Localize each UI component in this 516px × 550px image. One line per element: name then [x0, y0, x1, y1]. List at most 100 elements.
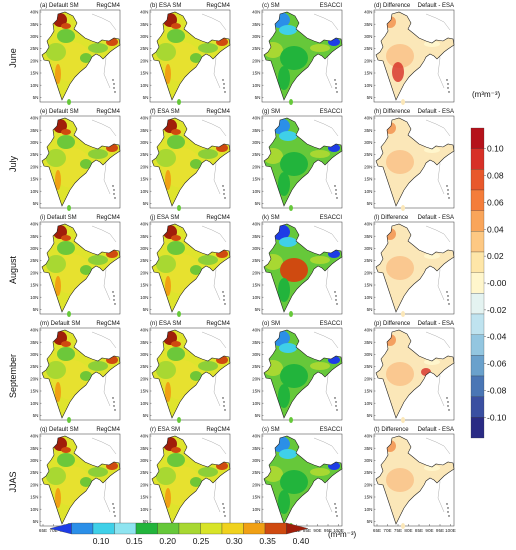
- lat-tick-label: 30N: [30, 352, 38, 357]
- diff-colorbar-label: -0.10: [487, 412, 507, 422]
- diff-colorbar-label: 0.04: [487, 224, 504, 234]
- lat-tick-label: 40N: [140, 10, 148, 15]
- lat-tick-label: 30N: [252, 140, 260, 145]
- lat-tick-label: 25N: [252, 152, 260, 157]
- diff-colorbar-swatch: [470, 396, 485, 418]
- panel-title: (k) SM: [262, 215, 280, 221]
- panel-title: (d) Difference: [374, 3, 411, 9]
- lon-tick-label: 65E: [39, 528, 47, 533]
- lat-tick-label: 5N: [33, 201, 39, 206]
- sm-colorbar-swatch: [135, 522, 158, 535]
- lat-tick-label: 15N: [30, 283, 38, 288]
- lat-tick-label: 30N: [364, 140, 372, 145]
- sm-colorbar: 0.10 0.15 0.20 0.25 0.30 0.35 0.40 (m³m⁻³): [49, 522, 357, 546]
- diff-colorbar-label: -0.00: [487, 278, 507, 288]
- panel-title: (q) Default SM: [40, 427, 79, 433]
- diff-colorbar-unit: (m³m⁻³): [472, 90, 501, 99]
- lat-tick-label: 5N: [33, 95, 39, 100]
- lat-tick-label: 35N: [364, 128, 372, 133]
- lat-tick-label: 30N: [30, 140, 38, 145]
- diff-colorbar-label: -0.02: [487, 305, 507, 315]
- panel-source: ESACCI: [320, 321, 343, 327]
- lat-tick-label: 35N: [364, 340, 372, 345]
- lat-tick-label: 35N: [252, 340, 260, 345]
- lat-tick-label: 30N: [364, 34, 372, 39]
- lat-tick-label: 25N: [30, 46, 38, 51]
- lat-tick-label: 5N: [143, 201, 149, 206]
- sm-colorbar-swatch: [157, 522, 180, 535]
- lat-tick-label: 15N: [140, 283, 148, 288]
- lat-tick-label: 10N: [30, 295, 38, 300]
- panel-source: RegCM4: [96, 215, 120, 221]
- map-panel: (d) Difference Default - ESA 40N 35N 30N 25N 2…: [364, 3, 455, 105]
- diff-colorbar-swatch: [470, 189, 485, 211]
- lat-tick-label: 5N: [367, 519, 373, 524]
- lat-tick-label: 5N: [143, 413, 149, 418]
- lat-tick-label: 10N: [364, 295, 372, 300]
- lat-tick-label: 40N: [364, 116, 372, 121]
- map-panel: (b) ESA SM RegCM4 40N 35N 30N 25N 20N 15N 10N 5N: [140, 3, 231, 105]
- sm-colorbar-label: 0.10: [93, 536, 110, 546]
- lat-tick-label: 35N: [252, 128, 260, 133]
- diff-colorbar-swatch: [470, 169, 485, 191]
- lat-tick-label: 40N: [252, 222, 260, 227]
- lat-tick-label: 15N: [30, 495, 38, 500]
- panel-title: (n) ESA SM: [150, 321, 181, 327]
- lat-tick-label: 40N: [30, 328, 38, 333]
- lat-tick-label: 20N: [140, 164, 148, 169]
- panel-title: (s) SM: [262, 427, 280, 433]
- panel-title: (g) SM: [262, 109, 280, 115]
- panel-source: RegCM4: [206, 109, 230, 115]
- lat-tick-label: 5N: [255, 519, 261, 524]
- lat-tick-label: 30N: [252, 246, 260, 251]
- lat-tick-label: 25N: [364, 470, 372, 475]
- lat-tick-label: 20N: [364, 482, 372, 487]
- row-label: JJAS: [8, 471, 18, 492]
- row-label: August: [8, 255, 18, 284]
- map-panel: (s) SMESACCI40N35N30N25N20N15N10N5N65E70…: [252, 427, 344, 533]
- row-label: September: [8, 354, 18, 398]
- lat-tick-label: 20N: [140, 482, 148, 487]
- lat-tick-label: 5N: [367, 95, 373, 100]
- lat-tick-label: 15N: [252, 71, 260, 76]
- diff-colorbar-swatch: [470, 127, 485, 149]
- lat-tick-label: 30N: [140, 34, 148, 39]
- diff-colorbar-swatch: [470, 231, 485, 253]
- map-panel: (n) ESA SM RegCM4 40N 35N 30N 25N 20N 15N 10N 5N: [140, 321, 231, 423]
- panel-source: ESACCI: [320, 215, 343, 221]
- lat-tick-label: 30N: [252, 458, 260, 463]
- sm-colorbar-swatch: [178, 522, 201, 535]
- map-panel: (k) SM ESACCI 40N 35N 30N 25N 20N 15N 10N 5N: [252, 215, 343, 317]
- lat-tick-label: 30N: [252, 352, 260, 357]
- diff-colorbar-swatch: [470, 210, 485, 232]
- panel-source: RegCM4: [206, 427, 230, 433]
- panel-title: (l) Difference: [374, 215, 409, 221]
- lat-tick-label: 5N: [255, 307, 261, 312]
- lat-tick-label: 20N: [140, 58, 148, 63]
- lat-tick-label: 40N: [140, 328, 148, 333]
- panel-source: ESACCI: [320, 109, 343, 115]
- lat-tick-label: 5N: [143, 307, 149, 312]
- lat-tick-label: 30N: [140, 352, 148, 357]
- sm-colorbar-swatch: [286, 522, 309, 535]
- lat-tick-label: 20N: [252, 482, 260, 487]
- diff-colorbar-swatch: [470, 251, 485, 273]
- diff-colorbar-swatch: [470, 148, 485, 170]
- lat-tick-label: 40N: [252, 434, 260, 439]
- lat-tick-label: 5N: [33, 413, 39, 418]
- panel-title: (a) Default SM: [40, 3, 79, 9]
- lon-tick-label: 85E: [303, 528, 311, 533]
- lon-tick-label: 80E: [404, 528, 412, 533]
- diff-colorbar: 0.10 0.08 0.06 0.04 0.02 -0.00 -0.02 -0.04 -0.06…: [470, 90, 507, 439]
- lat-tick-label: 35N: [30, 128, 38, 133]
- panel-source: RegCM4: [206, 321, 230, 327]
- panel-title: (f) ESA SM: [150, 109, 180, 115]
- lat-tick-label: 10N: [364, 83, 372, 88]
- lat-tick-label: 15N: [252, 495, 260, 500]
- lat-tick-label: 40N: [30, 116, 38, 121]
- panel-source: RegCM4: [96, 321, 120, 327]
- lat-tick-label: 10N: [140, 83, 148, 88]
- lat-tick-label: 10N: [252, 83, 260, 88]
- lat-tick-label: 35N: [252, 22, 260, 27]
- lat-tick-label: 35N: [252, 446, 260, 451]
